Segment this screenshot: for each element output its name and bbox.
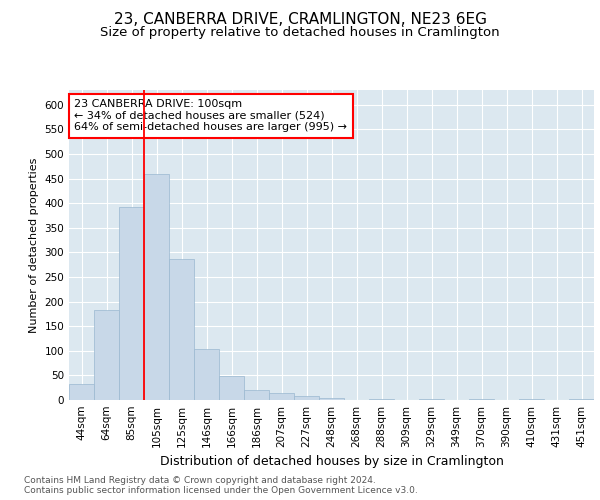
Bar <box>94 310 119 400</box>
Bar <box>369 398 394 400</box>
Bar <box>244 390 269 400</box>
Bar <box>569 398 594 400</box>
Bar <box>69 384 94 400</box>
Bar <box>319 398 344 400</box>
Text: 23 CANBERRA DRIVE: 100sqm
← 34% of detached houses are smaller (524)
64% of semi: 23 CANBERRA DRIVE: 100sqm ← 34% of detac… <box>74 100 347 132</box>
Bar <box>119 206 144 400</box>
Bar <box>469 398 494 400</box>
Bar <box>194 349 219 400</box>
Bar <box>519 398 544 400</box>
Bar <box>419 398 444 400</box>
X-axis label: Distribution of detached houses by size in Cramlington: Distribution of detached houses by size … <box>160 456 503 468</box>
Text: Contains HM Land Registry data © Crown copyright and database right 2024.
Contai: Contains HM Land Registry data © Crown c… <box>24 476 418 495</box>
Bar <box>144 174 169 400</box>
Bar <box>219 376 244 400</box>
Y-axis label: Number of detached properties: Number of detached properties <box>29 158 39 332</box>
Text: Size of property relative to detached houses in Cramlington: Size of property relative to detached ho… <box>100 26 500 39</box>
Text: 23, CANBERRA DRIVE, CRAMLINGTON, NE23 6EG: 23, CANBERRA DRIVE, CRAMLINGTON, NE23 6E… <box>113 12 487 28</box>
Bar <box>294 396 319 400</box>
Bar <box>169 259 194 400</box>
Bar <box>269 393 294 400</box>
